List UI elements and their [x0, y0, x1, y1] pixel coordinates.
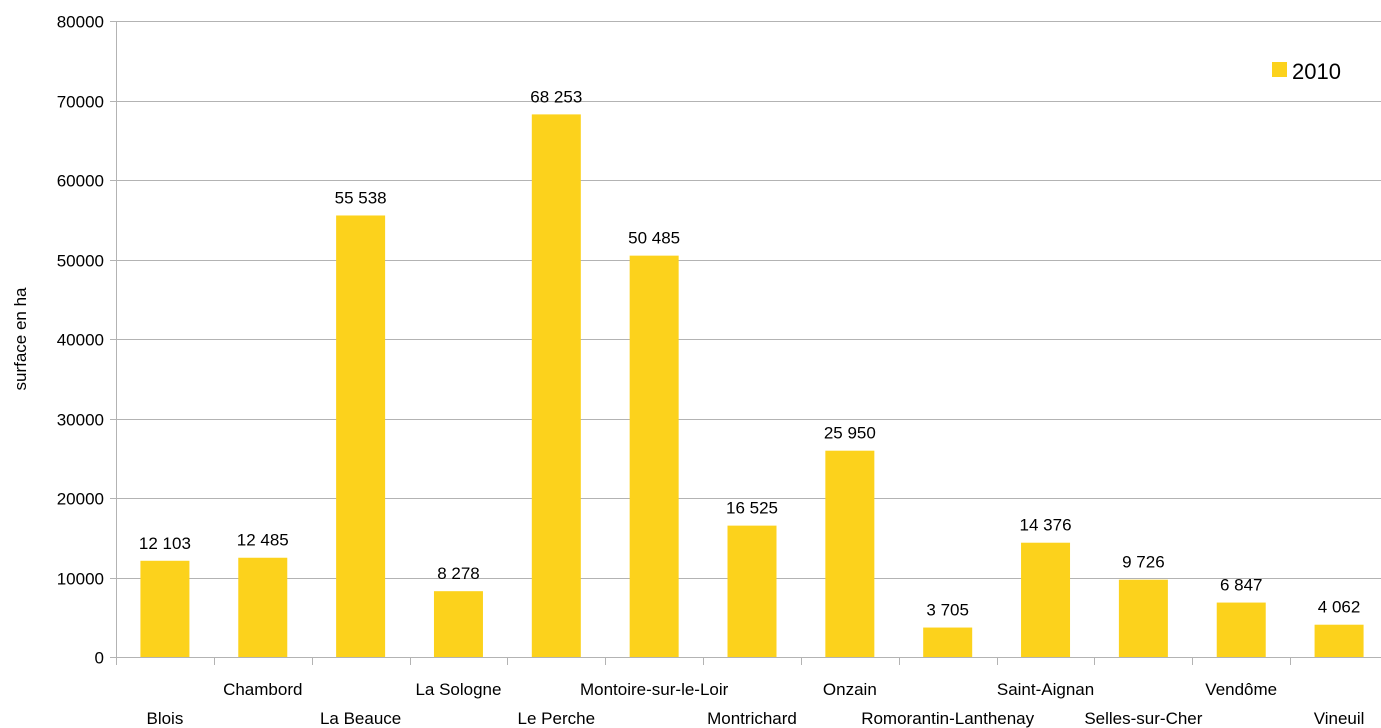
data-label-la-sologne: 8 278 — [437, 564, 480, 583]
category-label-la-beauce: La Beauce — [320, 709, 401, 728]
y-axis-title: surface en ha — [11, 287, 30, 391]
category-label-selles-sur-cher: Selles-sur-Cher — [1084, 709, 1202, 728]
data-label-montoire-sur-le-loir: 50 485 — [628, 229, 680, 248]
category-labels: Blois Chambord La Beauce La Sologne Le Perch… — [146, 680, 1364, 728]
bar-la-sologne — [433, 591, 483, 657]
legend-swatch — [1272, 62, 1287, 77]
category-label-chambord: Chambord — [223, 680, 302, 699]
data-label-vend-me: 6 847 — [1220, 576, 1263, 595]
bar-chambord — [238, 557, 288, 657]
bar-onzain — [825, 450, 875, 657]
category-label-saint-aignan: Saint-Aignan — [997, 680, 1094, 699]
bars — [140, 114, 1364, 657]
data-label-saint-aignan: 14 376 — [1020, 516, 1072, 535]
category-label-montoire-sur-le-loir: Montoire-sur-le-Loir — [580, 680, 729, 699]
bar-vineuil — [1314, 624, 1364, 657]
legend-label-2010: 2010 — [1292, 59, 1341, 84]
bar-montoire-sur-le-loir — [629, 255, 679, 657]
bar-le-perche — [531, 114, 581, 657]
y-tick-label-80000: 80000 — [57, 13, 104, 32]
y-axis-ticks: 0 10000 20000 30000 40000 50000 60000 70000 8000… — [57, 13, 104, 668]
bar-montrichard — [727, 525, 777, 657]
category-label-le-perche: Le Perche — [518, 709, 596, 728]
bar-la-beauce — [336, 215, 386, 657]
category-label-blois: Blois — [146, 709, 183, 728]
y-tick-label-0: 0 — [95, 649, 104, 668]
bar-vend-me — [1216, 602, 1266, 657]
gridlines — [110, 21, 1381, 665]
data-labels: 12 103 12 485 55 538 8 278 68 253 50 485 16 52… — [139, 87, 1360, 619]
data-label-vineuil: 4 062 — [1318, 598, 1361, 617]
data-label-la-beauce: 55 538 — [335, 188, 387, 207]
y-tick-label-50000: 50000 — [57, 252, 104, 271]
bar-selles-sur-cher — [1118, 579, 1168, 657]
y-tick-label-10000: 10000 — [57, 570, 104, 589]
category-label-la-sologne: La Sologne — [415, 680, 501, 699]
data-label-romorantin-lanthenay: 3 705 — [926, 601, 969, 620]
bar-saint-aignan — [1021, 542, 1071, 657]
category-label-vineuil: Vineuil — [1314, 709, 1365, 728]
data-label-onzain: 25 950 — [824, 424, 876, 443]
category-label-montrichard: Montrichard — [707, 709, 797, 728]
category-label-onzain: Onzain — [823, 680, 877, 699]
category-label-romorantin-lanthenay: Romorantin-Lanthenay — [861, 709, 1034, 728]
data-label-blois: 12 103 — [139, 534, 191, 553]
bar-blois — [140, 560, 190, 657]
y-tick-label-30000: 30000 — [57, 411, 104, 430]
data-label-chambord: 12 485 — [237, 531, 289, 550]
y-tick-label-70000: 70000 — [57, 93, 104, 112]
y-tick-label-20000: 20000 — [57, 490, 104, 509]
data-label-le-perche: 68 253 — [530, 87, 582, 106]
data-label-montrichard: 16 525 — [726, 499, 778, 518]
y-tick-label-40000: 40000 — [57, 331, 104, 350]
category-label-vend-me: Vendôme — [1205, 680, 1277, 699]
x-axis-ticks — [116, 657, 1291, 665]
data-label-selles-sur-cher: 9 726 — [1122, 553, 1165, 572]
y-tick-label-60000: 60000 — [57, 172, 104, 191]
bar-romorantin-lanthenay — [923, 627, 973, 657]
legend: 2010 — [1272, 59, 1341, 84]
